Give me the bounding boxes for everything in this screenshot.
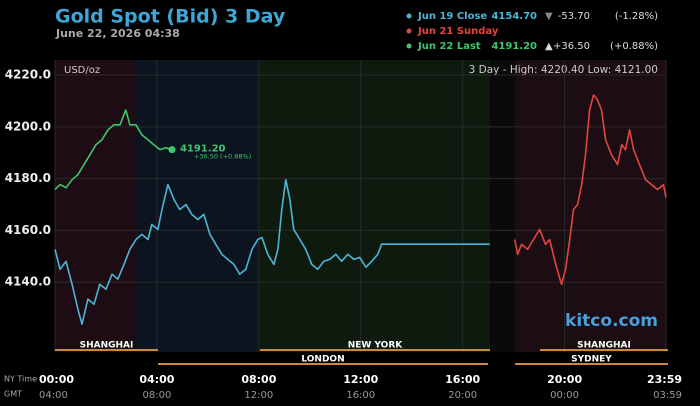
session-shade	[135, 60, 260, 352]
session-label: SHANGHAI	[80, 341, 134, 351]
price-line	[513, 94, 667, 286]
legend-info: ▲	[545, 41, 553, 52]
legend-info: -53.70	[558, 11, 590, 22]
x-tick-label: 04:00	[139, 373, 174, 386]
y-tick-label: 4200.0	[5, 119, 51, 133]
end-label: 4191.20	[180, 144, 226, 155]
legend-info: 4191.20	[491, 41, 537, 52]
x-tick-label: 16:00	[445, 373, 480, 386]
x2-tick-label: 12:00	[244, 390, 273, 401]
end-point	[168, 146, 176, 154]
brand: kitco.com	[565, 311, 658, 331]
x-row-label: NY Time	[4, 375, 37, 384]
session-shade	[55, 60, 135, 352]
unit-label: USD/oz	[64, 65, 100, 76]
legend-info: (+0.88%)	[610, 41, 658, 52]
x2-tick-label: 03:59	[653, 390, 682, 401]
x2-row-label: GMT	[4, 390, 22, 399]
x2-tick-label: 08:00	[143, 390, 172, 401]
y-tick-label: 4180.0	[5, 171, 51, 185]
legend-info: 4154.70	[491, 11, 537, 22]
legend-label: Jun 21 Sunday	[417, 26, 499, 37]
legend-info: (-1.28%)	[615, 11, 658, 22]
price-line	[54, 109, 173, 191]
chart-title: Gold Spot (Bid) 3 Day	[55, 6, 286, 28]
y-tick-label: 4220.0	[5, 68, 51, 82]
price-line	[54, 178, 490, 325]
session-label: NEW YORK	[348, 341, 404, 351]
legend-info: ▼	[545, 11, 553, 22]
legend-marker	[406, 28, 412, 34]
session-shade	[490, 60, 515, 352]
end-change: +36.50 (+0.88%)	[194, 153, 251, 161]
x-tick-label: 08:00	[241, 373, 276, 386]
legend-label: Jun 19 Close	[417, 11, 487, 22]
session-label: SHANGHAI	[577, 341, 631, 351]
session-label: LONDON	[301, 355, 344, 365]
session-shade	[260, 60, 490, 352]
x2-tick-label: 20:00	[448, 390, 477, 401]
x-tick-label: 00:00	[39, 373, 74, 386]
legend-marker	[406, 43, 412, 49]
legend-info: +36.50	[553, 41, 590, 52]
y-tick-label: 4140.0	[5, 275, 51, 289]
x2-tick-label: 16:00	[346, 390, 375, 401]
range-note: 3 Day - High: 4220.40 Low: 4121.00	[469, 64, 658, 76]
x-tick-label: 12:00	[343, 373, 378, 386]
x2-tick-label: 04:00	[39, 390, 68, 401]
legend-label: Jun 22 Last	[417, 41, 481, 52]
chart-subtitle: June 22, 2026 04:38	[55, 27, 180, 40]
x-tick-label: 23:59	[647, 373, 682, 386]
y-tick-label: 4160.0	[5, 223, 51, 237]
x2-tick-label: 00:00	[550, 390, 579, 401]
legend-marker	[406, 13, 412, 19]
session-label: SYDNEY	[571, 355, 612, 365]
x-tick-label: 20:00	[547, 373, 582, 386]
